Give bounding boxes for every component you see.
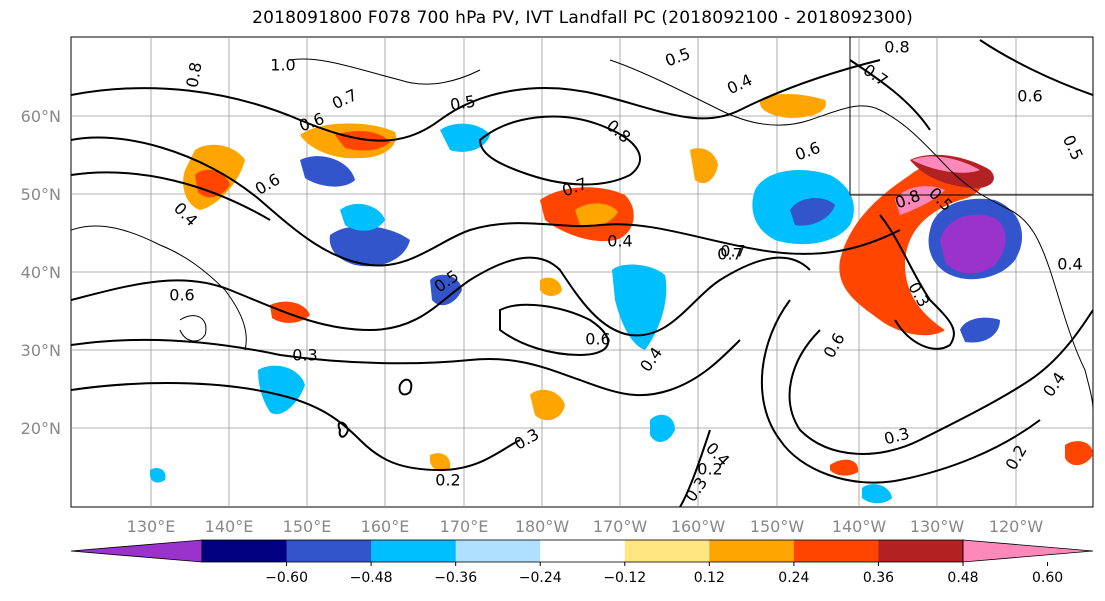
colorbar-segment: [455, 540, 541, 562]
colorbar-segment: [540, 540, 626, 562]
coastlines: [71, 37, 1093, 411]
lon-label-180w: 180°W: [515, 517, 570, 536]
contour-label: 0.3: [292, 346, 317, 365]
contour-label: 0.8: [884, 38, 909, 57]
contour-label: 0.7: [720, 242, 745, 261]
lat-label-20n: 20°N: [21, 419, 61, 438]
colorbar-segment: [793, 540, 879, 562]
lat-label-40n: 40°N: [21, 263, 61, 282]
contour-label: 0.2: [435, 471, 460, 490]
map-title: 2018091800 F078 700 hPa PV, IVT Landfall…: [252, 8, 913, 28]
contour-label: 0.8: [182, 61, 205, 89]
colorbar-tick-label: 0.48: [947, 570, 978, 586]
colorbar-segment: [286, 540, 372, 562]
colorbar-tick-label: 0.60: [1032, 570, 1063, 586]
colorbar: −0.60 −0.48 −0.36 −0.24 −0.12 0.12 0.24 0.36 0.4…: [70, 539, 1094, 586]
colorbar-tick-label: −0.24: [519, 570, 562, 586]
contour-label: 0.6: [1017, 87, 1042, 106]
contour-label: 0.5: [449, 91, 477, 114]
colorbar-extend-min: [70, 539, 203, 563]
longitude-labels: 130°E 140°E 150°E 160°E 170°E 180°W 170°…: [127, 517, 1044, 536]
contour-label: 0.7: [717, 245, 742, 264]
lon-label-120w: 120°W: [989, 517, 1044, 536]
colorbar-segment: [202, 540, 288, 562]
lon-label-150e: 150°E: [283, 517, 332, 536]
lon-label-140w: 140°W: [832, 517, 887, 536]
colorbar-tick-label: −0.36: [434, 570, 477, 586]
pv-contours: [71, 39, 1093, 507]
lon-label-150w: 150°W: [750, 517, 805, 536]
lon-label-160w: 160°W: [671, 517, 726, 536]
colorbar-outline: [201, 539, 964, 563]
colorbar-tick-label: 0.24: [778, 570, 809, 586]
contour-label: 1.0: [270, 56, 295, 75]
lon-label-160e: 160°E: [361, 517, 410, 536]
lat-label-60n: 60°N: [21, 107, 61, 126]
pv-shading: [150, 94, 1093, 504]
lon-label-170w: 170°W: [593, 517, 648, 536]
contour-label: 0.2: [697, 460, 722, 479]
contour-label: 0.4: [607, 232, 632, 251]
lat-label-50n: 50°N: [21, 185, 61, 204]
contour-label: 0.6: [169, 286, 194, 305]
colorbar-segment: [709, 540, 795, 562]
lon-label-130e: 130°E: [127, 517, 176, 536]
colorbar-extend-max: [962, 539, 1094, 563]
contour-labels: 1.00.80.7 0.50.60.60.80.70.60.40.70.50.40…: [169, 38, 1087, 506]
latitude-labels: 60°N 50°N 40°N 30°N 20°N: [21, 107, 61, 438]
contour-label: 0.4: [1057, 255, 1082, 274]
colorbar-tick-label: 0.36: [863, 570, 894, 586]
lon-label-140e: 140°E: [205, 517, 254, 536]
contour-label: 0.6: [585, 330, 610, 349]
colorbar-tick-label: −0.12: [603, 570, 646, 586]
map-panel: 1.00.80.7 0.50.60.60.80.70.60.40.70.50.40…: [70, 36, 1094, 508]
colorbar-segment: [624, 540, 710, 562]
lat-label-30n: 30°N: [21, 341, 61, 360]
colorbar-tick-label: 0.12: [694, 570, 725, 586]
colorbar-tick-label: −0.60: [265, 570, 308, 586]
colorbar-tick-label: −0.48: [350, 570, 393, 586]
lon-label-130w: 130°W: [910, 517, 965, 536]
colorbar-segment: [878, 540, 964, 562]
colorbar-segment: [371, 540, 457, 562]
lon-label-170e: 170°E: [440, 517, 489, 536]
